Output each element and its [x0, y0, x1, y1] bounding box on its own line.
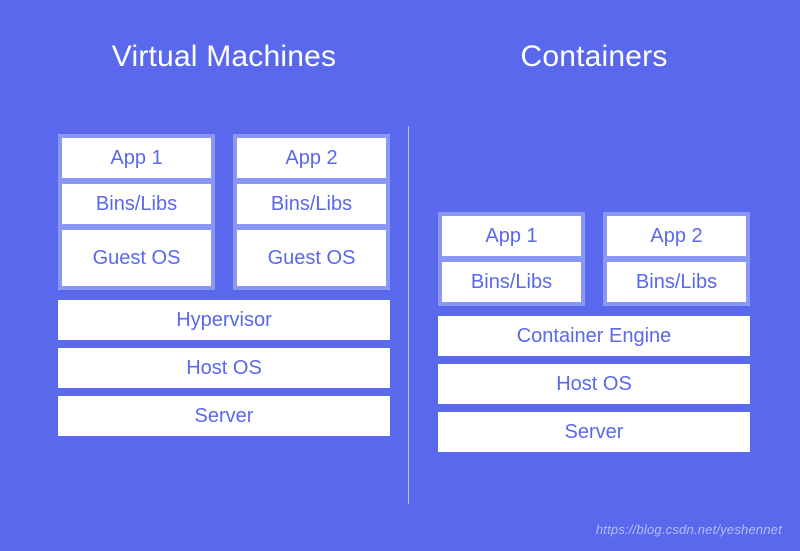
container-column: Containers App 1 Bins/Libs App 2 Bins/Li… — [410, 0, 800, 551]
vm1-bins: Bins/Libs — [62, 184, 211, 224]
vm-column: Virtual Machines App 1 Bins/Libs Guest O… — [0, 0, 410, 551]
c1-app: App 1 — [442, 216, 581, 256]
container-engine-layer: Container Engine — [438, 316, 750, 356]
container-host-os-layer: Host OS — [438, 364, 750, 404]
vm-title: Virtual Machines — [58, 40, 390, 74]
spacer — [438, 134, 750, 212]
vm2-app: App 2 — [237, 138, 386, 178]
vm1-guest-os: Guest OS — [62, 230, 211, 286]
container-server-layer: Server — [438, 412, 750, 452]
watermark-text: https://blog.csdn.net/yeshennet — [596, 522, 782, 537]
c2-bins: Bins/Libs — [607, 262, 746, 302]
container-base-layers: Container Engine Host OS Server — [438, 316, 750, 452]
container-stack-2: App 2 Bins/Libs — [603, 212, 750, 306]
vm-host-os-layer: Host OS — [58, 348, 390, 388]
diagram-canvas: Virtual Machines App 1 Bins/Libs Guest O… — [0, 0, 800, 551]
c1-bins: Bins/Libs — [442, 262, 581, 302]
hypervisor-layer: Hypervisor — [58, 300, 390, 340]
vm-stacks: App 1 Bins/Libs Guest OS App 2 Bins/Libs… — [58, 134, 390, 290]
vm2-bins: Bins/Libs — [237, 184, 386, 224]
vm2-guest-os: Guest OS — [237, 230, 386, 286]
container-stacks: App 1 Bins/Libs App 2 Bins/Libs — [438, 212, 750, 306]
vertical-divider — [408, 126, 409, 504]
vm-stack-1: App 1 Bins/Libs Guest OS — [58, 134, 215, 290]
container-title: Containers — [438, 40, 750, 74]
container-stack-1: App 1 Bins/Libs — [438, 212, 585, 306]
vm-server-layer: Server — [58, 396, 390, 436]
vm1-app: App 1 — [62, 138, 211, 178]
vm-base-layers: Hypervisor Host OS Server — [58, 300, 390, 436]
c2-app: App 2 — [607, 216, 746, 256]
vm-stack-2: App 2 Bins/Libs Guest OS — [233, 134, 390, 290]
